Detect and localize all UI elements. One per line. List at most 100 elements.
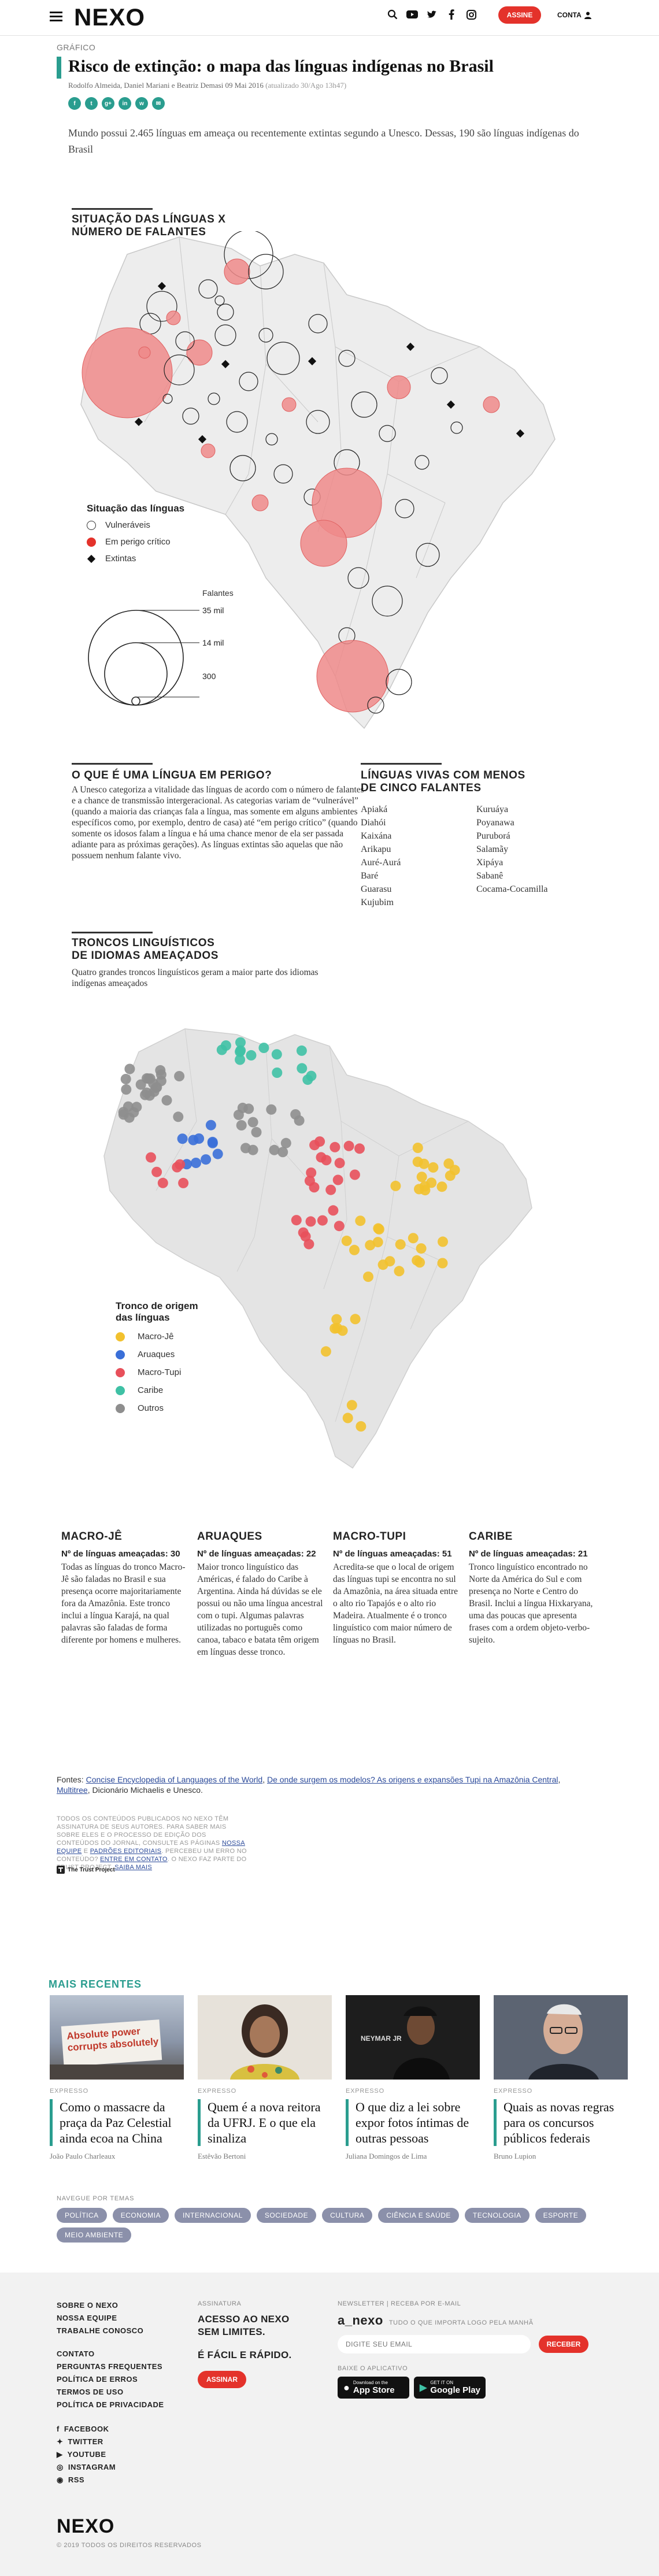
language-dot-aruaques	[191, 1158, 201, 1168]
source-link[interactable]: De onde surgem os modelos? As origens e …	[266, 1775, 558, 1784]
critical-language-circle	[387, 375, 411, 399]
editorial-standards-link[interactable]: PADRÕES EDITORIAIS	[90, 1848, 162, 1855]
share-whatsapp-icon[interactable]: w	[135, 97, 148, 110]
trunk-count: Nº de línguas ameaçadas: 51	[333, 1549, 452, 1559]
footer-social-twitter[interactable]: ✦ TWITTER	[57, 2436, 116, 2448]
share-googleplus-icon[interactable]: g+	[102, 97, 114, 110]
language-dot-caribe	[235, 1054, 246, 1065]
recent-card[interactable]: Absolute power corrupts absolutely EXPRE…	[50, 1995, 184, 2161]
theme-sociedade[interactable]: SOCIEDADE	[256, 2208, 317, 2223]
share-email-icon[interactable]: ✉	[152, 97, 165, 110]
language-name: Kuruáya	[476, 805, 509, 814]
card-headline[interactable]: Como o massacre da praça da Paz Celestia…	[50, 2099, 184, 2146]
card-author: Bruno Lupion	[494, 2152, 536, 2160]
language-dot-macro-tupi	[325, 1184, 336, 1195]
map1-title-line1: SITUAÇÃO DAS LÍNGUAS X	[72, 213, 226, 225]
footer-social-facebook[interactable]: f FACEBOOK	[57, 2423, 116, 2436]
newsletter-submit-button[interactable]: RECEBER	[539, 2336, 588, 2353]
theme-politica[interactable]: POLÍTICA	[57, 2208, 107, 2223]
footer-link[interactable]: POLÍTICA DE PRIVACIDADE	[57, 2400, 164, 2409]
recent-thumb-protest[interactable]: Absolute power corrupts absolutely	[50, 1995, 184, 2080]
search-icon[interactable]	[386, 8, 399, 21]
theme-meio-ambiente[interactable]: MEIO AMBIENTE	[57, 2227, 132, 2243]
youtube-icon[interactable]	[406, 8, 419, 21]
language-dot-outros	[121, 1084, 132, 1095]
vulnerable-language-circle	[308, 314, 328, 333]
language-dot-outros	[161, 1095, 172, 1106]
recent-card[interactable]: EXPRESSO Quais as novas regras para os c…	[494, 1995, 628, 2161]
share-twitter-icon[interactable]: t	[85, 97, 98, 110]
language-dot-macro-je	[436, 1181, 447, 1192]
newsletter-brand: a_nexo	[338, 2313, 383, 2327]
footer-subscribe-button[interactable]: ASSINAR	[198, 2371, 246, 2388]
trust-project-more-link[interactable]: SAIBA MAIS	[114, 1864, 153, 1871]
theme-ciencia-saude[interactable]: CIÊNCIA E SAÚDE	[378, 2208, 459, 2223]
trunk-count: Nº de línguas ameaçadas: 21	[469, 1549, 588, 1559]
card-headline[interactable]: Quem é a nova reitora da UFRJ. E o que e…	[198, 2099, 332, 2146]
theme-economia[interactable]: ECONOMIA	[112, 2208, 169, 2223]
footer-link[interactable]: NOSSA EQUIPE	[57, 2314, 117, 2322]
team-link[interactable]: NOSSA EQUIPE	[57, 1840, 245, 1855]
footer-logo[interactable]: NEXO	[57, 2515, 115, 2537]
footer-newsletter: NEWSLETTER | RECEBA POR E-MAIL a_nexo TU…	[338, 2300, 609, 2399]
footer-social-instagram[interactable]: ◎ INSTAGRAM	[57, 2461, 116, 2474]
language-dot-macro-je	[394, 1266, 405, 1277]
footer-link[interactable]: CONTATO	[57, 2349, 95, 2358]
footer-social-youtube[interactable]: ▶ YOUTUBE	[57, 2448, 116, 2461]
extinct-language-marker	[516, 429, 525, 438]
language-dot-macro-je	[349, 1244, 360, 1255]
menu-icon[interactable]	[50, 12, 62, 22]
theme-cultura[interactable]: CULTURA	[322, 2208, 373, 2223]
few-speakers-list: LÍNGUAS VIVAS COM MENOS DE CINCO FALANTE…	[361, 763, 604, 909]
theme-tecnologia[interactable]: TECNOLOGIA	[464, 2208, 530, 2223]
google-play-badge[interactable]: ▶ GET IT ON Google Play	[414, 2377, 486, 2399]
newsletter-email-input[interactable]	[338, 2335, 531, 2353]
language-dot-macro-je	[331, 1314, 342, 1325]
footer-link[interactable]: SOBRE O NEXO	[57, 2301, 119, 2310]
recent-thumb-minister[interactable]	[494, 1995, 628, 2080]
footer-link[interactable]: TRABALHE CONOSCO	[57, 2326, 144, 2335]
language-dot-caribe	[306, 1070, 317, 1081]
recent-card[interactable]: EXPRESSO Quem é a nova reitora da UFRJ. …	[198, 1995, 332, 2161]
source-link[interactable]: Multitree	[57, 1785, 88, 1795]
footer-link[interactable]: PERGUNTAS FREQUENTES	[57, 2362, 163, 2371]
app-label: BAIXE O APLICATIVO	[338, 2365, 408, 2372]
youtube-icon: ▶	[57, 2450, 63, 2459]
contact-link[interactable]: ENTRE EM CONTATO	[100, 1856, 168, 1863]
vulnerable-language-circle	[198, 279, 218, 299]
theme-internacional[interactable]: INTERNACIONAL	[175, 2208, 251, 2223]
language-dot-macro-je	[428, 1162, 439, 1173]
footer-link[interactable]: POLÍTICA DE ERROS	[57, 2375, 138, 2384]
app-store-badge[interactable]: ● Download on the App Store	[338, 2377, 409, 2399]
legend-aruaques-swatch	[116, 1350, 125, 1359]
share-linkedin-icon[interactable]: in	[119, 97, 131, 110]
disclaimer: TODOS OS CONTEÚDOS PUBLICADOS NO NEXO TÊ…	[57, 1815, 247, 1871]
newsletter-tagline: TUDO O QUE IMPORTA LOGO PELA MANHÃ	[388, 2319, 534, 2326]
map2-legend-item: Caribe	[116, 1385, 198, 1395]
recent-card[interactable]: NEYMAR JR EXPRESSO O que diz a lei sobre…	[346, 1995, 480, 2161]
footer-link[interactable]: TERMOS DE USO	[57, 2388, 124, 2396]
subscribe-button[interactable]: ASSINE	[498, 6, 541, 24]
gplay-text: Google Play	[430, 2385, 481, 2395]
trunk-text: Maior tronco linguístico das Américas, é…	[197, 1562, 323, 1657]
byline-authors: Rodolfo Almeida, Daniel Mariani e Beatri…	[68, 81, 264, 90]
site-logo[interactable]: NEXO	[74, 3, 146, 31]
appstore-small-text: Download on the	[353, 2380, 388, 2385]
trust-project-logo[interactable]: The Trust Project	[57, 1866, 115, 1874]
theme-esporte[interactable]: ESPORTE	[535, 2208, 587, 2223]
legend-label: Vulneráveis	[105, 520, 150, 530]
recent-thumb-portrait[interactable]	[198, 1995, 332, 2080]
twitter-icon[interactable]	[425, 8, 438, 21]
language-dot-aruaques	[188, 1135, 199, 1146]
card-headline[interactable]: Quais as novas regras para os concursos …	[494, 2099, 628, 2146]
footer-social-rss[interactable]: ◉ RSS	[57, 2474, 116, 2486]
instagram-icon[interactable]	[465, 8, 477, 21]
card-headline[interactable]: O que diz a lei sobre expor fotos íntima…	[346, 2099, 480, 2146]
recent-thumb-neymar[interactable]: NEYMAR JR	[346, 1995, 480, 2080]
account-link[interactable]: CONTA	[557, 11, 591, 19]
facebook-icon[interactable]	[445, 8, 458, 21]
source-link[interactable]: Concise Encyclopedia of Languages of the…	[86, 1775, 263, 1784]
share-facebook-icon[interactable]: f	[68, 97, 81, 110]
map2-legend-item: Macro-Tupi	[116, 1367, 198, 1377]
vulnerable-language-circle	[182, 407, 199, 425]
